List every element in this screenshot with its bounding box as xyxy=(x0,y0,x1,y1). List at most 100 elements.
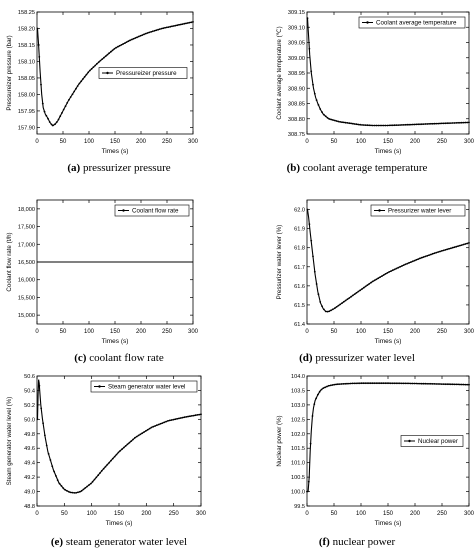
data-point-e xyxy=(187,415,190,418)
data-point-d xyxy=(386,272,389,274)
data-point-a xyxy=(172,25,175,27)
data-point-a xyxy=(139,34,142,37)
caption-f-letter: (f) xyxy=(318,536,330,548)
y-tick-label-d: 61.8 xyxy=(294,246,305,252)
data-point-d xyxy=(401,265,403,267)
data-point-f xyxy=(393,382,396,385)
data-point-d xyxy=(359,289,362,292)
data-point-e xyxy=(198,413,201,416)
data-point-b xyxy=(455,122,458,124)
y-tick-label-f: 102.0 xyxy=(291,432,305,438)
data-point-e xyxy=(174,418,177,421)
data-point-b xyxy=(431,122,434,125)
data-point-d xyxy=(435,251,438,254)
data-point-d xyxy=(384,273,387,275)
legend-box-e xyxy=(90,380,198,393)
data-point-b xyxy=(332,119,334,121)
y-tick-label-b: 308.90 xyxy=(288,86,305,92)
data-point-e xyxy=(152,425,155,428)
data-point-d xyxy=(424,255,427,258)
data-point-d xyxy=(310,239,313,242)
data-point-a xyxy=(111,49,114,52)
data-point-d xyxy=(344,299,347,302)
data-point-e xyxy=(170,419,173,421)
data-point-e xyxy=(134,436,136,439)
data-point-f xyxy=(464,383,467,386)
data-point-a xyxy=(92,66,95,68)
data-point-d xyxy=(335,306,338,308)
data-point-a xyxy=(108,52,110,55)
data-point-a xyxy=(38,56,41,58)
data-point-f xyxy=(395,382,398,385)
caption-e-text: steam generator water level xyxy=(65,536,188,548)
data-point-b xyxy=(450,122,452,124)
data-point-d xyxy=(346,298,349,301)
x-tick-label-f: 250 xyxy=(437,511,448,517)
data-point-e xyxy=(104,465,107,468)
data-point-d xyxy=(439,250,441,253)
y-axis-label-a: Pressureizer pressure (bar) xyxy=(6,35,13,110)
caption-a: (a) pressurizer pressure xyxy=(0,162,238,174)
data-point-a xyxy=(176,24,179,27)
data-point-e xyxy=(69,491,72,494)
data-point-d xyxy=(362,286,365,289)
data-point-f xyxy=(462,383,465,386)
data-point-a xyxy=(146,32,149,34)
caption-b: (b) coolant average temperature xyxy=(238,162,476,174)
y-tick-label-b: 308.80 xyxy=(288,117,305,123)
data-point-a xyxy=(137,35,140,38)
x-tick-label-e: 250 xyxy=(169,511,180,517)
data-point-e xyxy=(99,472,101,474)
y-tick-label-a: 158.10 xyxy=(18,59,35,65)
data-point-a xyxy=(59,115,62,118)
data-point-e xyxy=(110,459,112,462)
data-point-e xyxy=(60,485,63,487)
data-point-d xyxy=(397,266,400,269)
data-point-b xyxy=(462,121,465,124)
data-point-a xyxy=(54,123,56,126)
data-point-a xyxy=(106,53,109,56)
legend-marker-c xyxy=(122,209,125,212)
data-point-b xyxy=(402,124,405,126)
y-tick-label-c: 15,500 xyxy=(18,295,35,301)
x-tick-label-c: 300 xyxy=(188,329,199,335)
data-point-a xyxy=(155,29,158,32)
x-tick-label-c: 150 xyxy=(110,329,121,335)
data-point-f xyxy=(400,382,403,385)
data-point-d xyxy=(390,270,392,272)
data-point-b xyxy=(426,123,429,125)
data-point-a xyxy=(80,80,83,83)
data-point-a xyxy=(87,71,90,74)
data-point-e xyxy=(181,416,184,419)
data-point-e xyxy=(179,417,182,419)
x-tick-label-a: 200 xyxy=(136,139,147,145)
data-point-f xyxy=(368,382,370,385)
data-point-d xyxy=(426,254,429,257)
data-point-a xyxy=(96,62,98,65)
data-point-f xyxy=(369,382,372,385)
data-point-e xyxy=(89,482,92,485)
data-point-e xyxy=(95,476,98,479)
data-point-d xyxy=(459,244,461,247)
y-tick-label-d: 61.7 xyxy=(294,265,305,271)
y-tick-label-c: 15,000 xyxy=(18,313,35,319)
y-tick-label-a: 158.25 xyxy=(18,10,35,16)
data-point-b xyxy=(460,121,463,124)
data-point-d xyxy=(337,304,340,307)
data-point-f xyxy=(355,382,357,385)
data-point-b xyxy=(381,124,383,127)
data-point-e xyxy=(165,420,168,423)
data-point-e xyxy=(148,427,151,430)
data-point-f xyxy=(449,383,452,386)
data-point-f xyxy=(404,382,407,385)
data-point-d xyxy=(315,283,318,285)
data-point-d xyxy=(355,291,358,294)
data-point-b xyxy=(348,122,351,125)
legend-box-a xyxy=(98,67,188,79)
data-point-e xyxy=(53,470,55,473)
data-point-f xyxy=(357,382,359,385)
data-point-b xyxy=(424,123,427,125)
data-point-f xyxy=(362,382,365,385)
x-tick-label-f: 300 xyxy=(464,511,475,517)
data-point-d xyxy=(402,264,405,266)
